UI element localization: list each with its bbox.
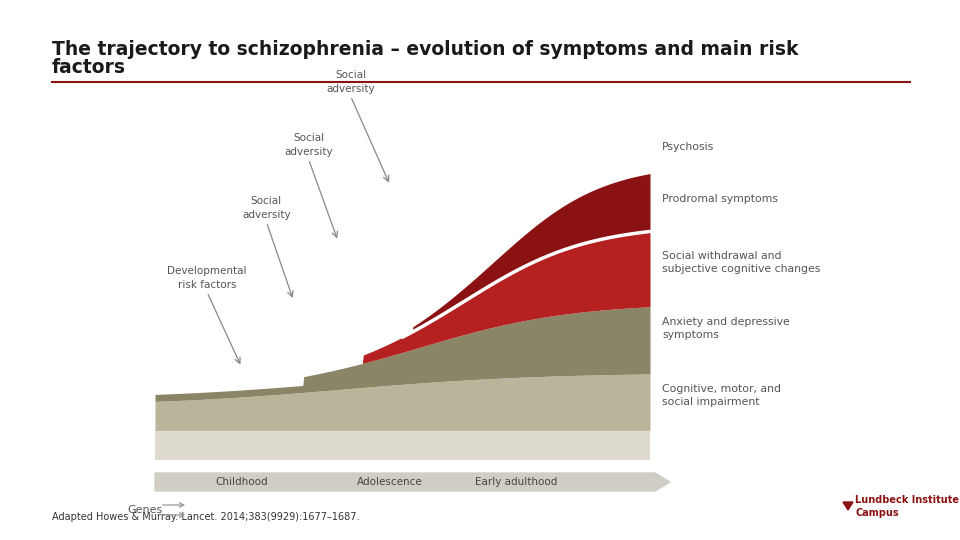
Text: Psychosis: Psychosis — [662, 141, 714, 152]
Polygon shape — [155, 473, 670, 491]
Text: Genes: Genes — [128, 505, 162, 515]
Text: Anxiety and depressive
symptoms: Anxiety and depressive symptoms — [662, 317, 790, 340]
Text: Prodromal symptoms: Prodromal symptoms — [662, 194, 778, 204]
Text: The trajectory to schizophrenia – evolution of symptoms and main risk: The trajectory to schizophrenia – evolut… — [52, 40, 799, 59]
Text: Developmental
risk factors: Developmental risk factors — [167, 266, 247, 289]
Text: Social
adversity: Social adversity — [284, 133, 333, 157]
Text: Early adulthood: Early adulthood — [475, 477, 558, 487]
Text: Adapted Howes & Murray. Lancet. 2014;383(9929):1677–1687.: Adapted Howes & Murray. Lancet. 2014;383… — [52, 512, 359, 522]
Text: Campus: Campus — [855, 508, 899, 518]
Text: Cognitive, motor, and
social impairment: Cognitive, motor, and social impairment — [662, 383, 781, 407]
Text: Adolescence: Adolescence — [357, 477, 423, 487]
Text: Childhood: Childhood — [215, 477, 268, 487]
Text: Social
adversity: Social adversity — [326, 70, 374, 93]
Text: Social
adversity: Social adversity — [242, 197, 291, 220]
Text: Social withdrawal and
subjective cognitive changes: Social withdrawal and subjective cogniti… — [662, 251, 821, 274]
Text: Lundbeck Institute: Lundbeck Institute — [855, 495, 959, 505]
Polygon shape — [843, 502, 853, 510]
Text: factors: factors — [52, 58, 126, 77]
